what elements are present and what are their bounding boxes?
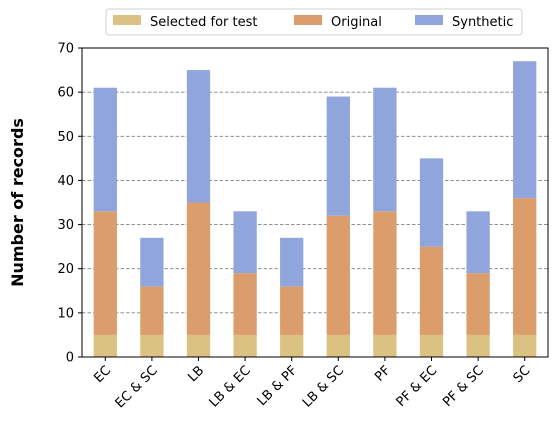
bar-segment-original: [186, 202, 211, 335]
x-tick-label: LB: [185, 363, 207, 385]
y-tick-label: 50: [57, 130, 74, 145]
bar-segment-synthetic: [513, 61, 537, 199]
legend-swatch: [294, 15, 322, 25]
y-tick-label: 10: [57, 306, 74, 321]
bar-segment-selected-for-test: [93, 334, 117, 357]
bar-segment-original: [419, 246, 444, 335]
x-tick-label: SC: [511, 363, 534, 386]
y-tick-label: 70: [57, 42, 74, 57]
x-tick-label: LB & PF: [255, 363, 301, 409]
bar-segment-synthetic: [280, 237, 304, 287]
bar-segment-selected-for-test: [373, 334, 397, 357]
bar-segment-synthetic: [93, 87, 117, 212]
bar-segment-selected-for-test: [186, 334, 211, 357]
bar-segment-selected-for-test: [233, 334, 257, 357]
bar-segment-original: [280, 286, 304, 335]
bar-segment-original: [466, 273, 490, 335]
bar-segment-original: [513, 198, 537, 335]
x-tick-label: PF: [372, 363, 393, 384]
bar-segment-synthetic: [373, 87, 397, 212]
bar-segment-selected-for-test: [140, 334, 164, 357]
bar-segment-selected-for-test: [513, 334, 537, 357]
y-axis-label: Number of records: [8, 118, 27, 287]
x-tick-label: PF & SC: [440, 363, 487, 410]
y-tick-label: 30: [57, 218, 74, 233]
x-tick-label: LB & EC: [207, 363, 254, 410]
bar-segment-synthetic: [140, 237, 164, 287]
bar-segment-synthetic: [233, 211, 257, 274]
bar-stacks: [93, 61, 537, 357]
legend-swatch: [415, 15, 443, 25]
x-tick-label: EC & SC: [113, 363, 161, 411]
x-tick-label: LB & SC: [300, 363, 347, 410]
y-tick-label: 60: [57, 86, 74, 101]
y-tick-label: 0: [66, 351, 74, 366]
bar-segment-selected-for-test: [419, 334, 444, 357]
bar-segment-synthetic: [419, 158, 444, 247]
bar-segment-original: [326, 215, 350, 335]
x-tick-label: EC: [91, 363, 114, 386]
bar-segment-synthetic: [466, 211, 490, 274]
legend-label: Original: [331, 15, 382, 30]
bar-segment-selected-for-test: [280, 334, 304, 357]
plot-frame: [81, 47, 549, 358]
bar-segment-selected-for-test: [466, 334, 490, 357]
bar-segment-synthetic: [326, 96, 350, 216]
bar-segment-original: [233, 273, 257, 335]
legend: Selected for test Original Synthetic: [105, 8, 523, 36]
bar-segment-original: [140, 286, 164, 335]
legend-swatch: [113, 15, 141, 25]
bar-segment-selected-for-test: [326, 334, 350, 357]
y-tick-label: 40: [57, 174, 74, 189]
bar-segment-original: [373, 211, 397, 335]
y-axis: 0 10 20 30 40 50 60 70: [57, 42, 82, 366]
x-tick-label: PF & EC: [394, 363, 441, 410]
bar-segment-synthetic: [186, 70, 211, 203]
bar-segment-original: [93, 211, 117, 335]
y-tick-label: 20: [57, 262, 74, 277]
legend-label: Selected for test: [150, 15, 257, 30]
legend-label: Synthetic: [452, 15, 513, 30]
